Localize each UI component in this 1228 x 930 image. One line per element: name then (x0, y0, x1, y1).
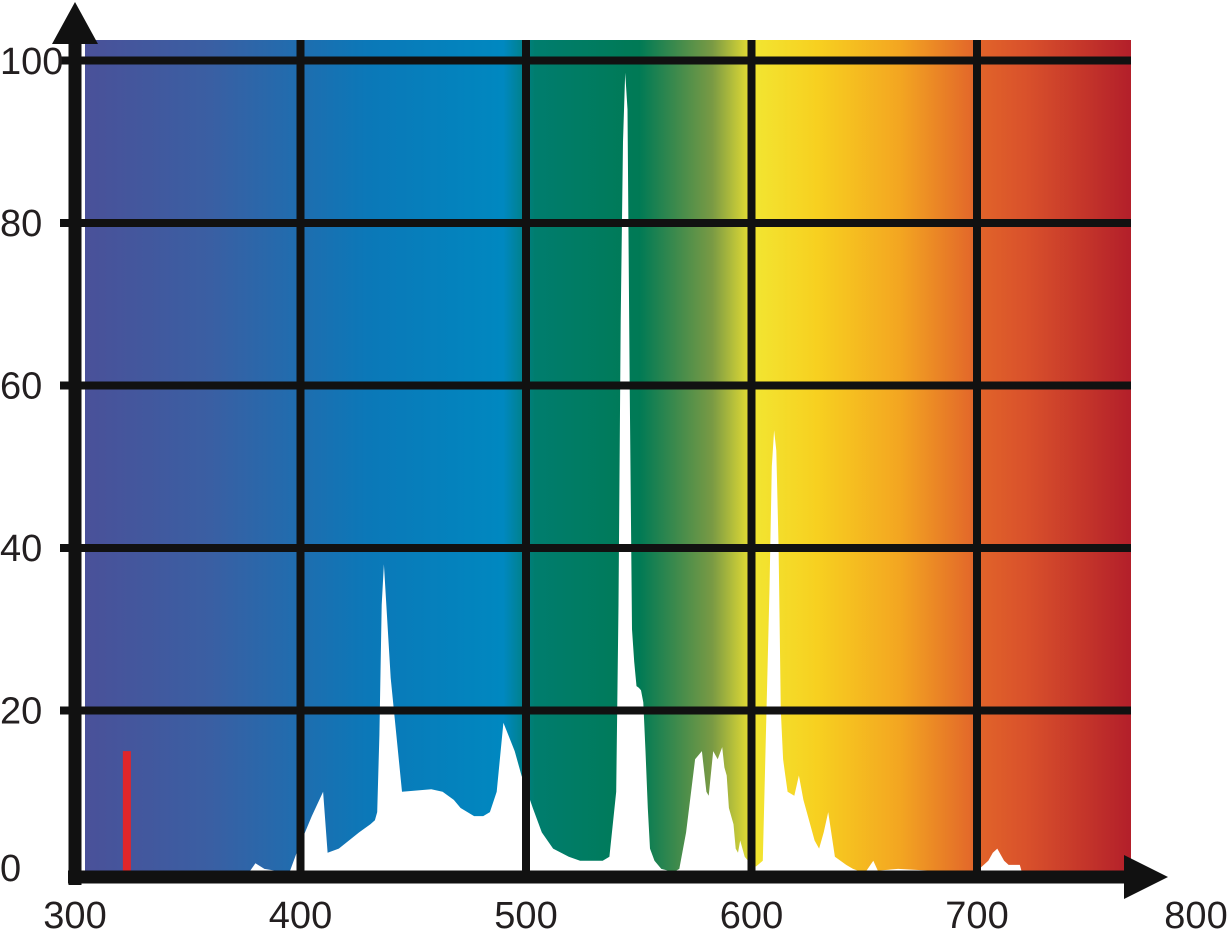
grid (60, 40, 1131, 873)
y-tick-label-20: 20 (0, 691, 42, 733)
y-axis-arrow (52, 2, 98, 44)
y-tick-label-40: 40 (0, 528, 42, 570)
x-axis-arrow (1124, 855, 1168, 899)
y-tick-label-100: 100 (0, 41, 63, 83)
y-tick-label-0: 0 (0, 848, 21, 890)
x-tick-label-500: 500 (494, 895, 557, 930)
x-tick-label-800: 800 (1164, 895, 1227, 930)
x-tick-label-400: 400 (269, 895, 332, 930)
plot-background (85, 40, 1131, 873)
x-tick-label-600: 600 (720, 895, 783, 930)
y-tick-label-80: 80 (0, 203, 42, 245)
tick-labels: 300 400 500 600 700 800 0 20 40 60 80 100 (0, 41, 1228, 930)
x-tick-label-300: 300 (43, 895, 106, 930)
axes (52, 2, 1168, 899)
x-tick-label-700: 700 (945, 895, 1008, 930)
y-tick-label-60: 60 (0, 366, 42, 408)
